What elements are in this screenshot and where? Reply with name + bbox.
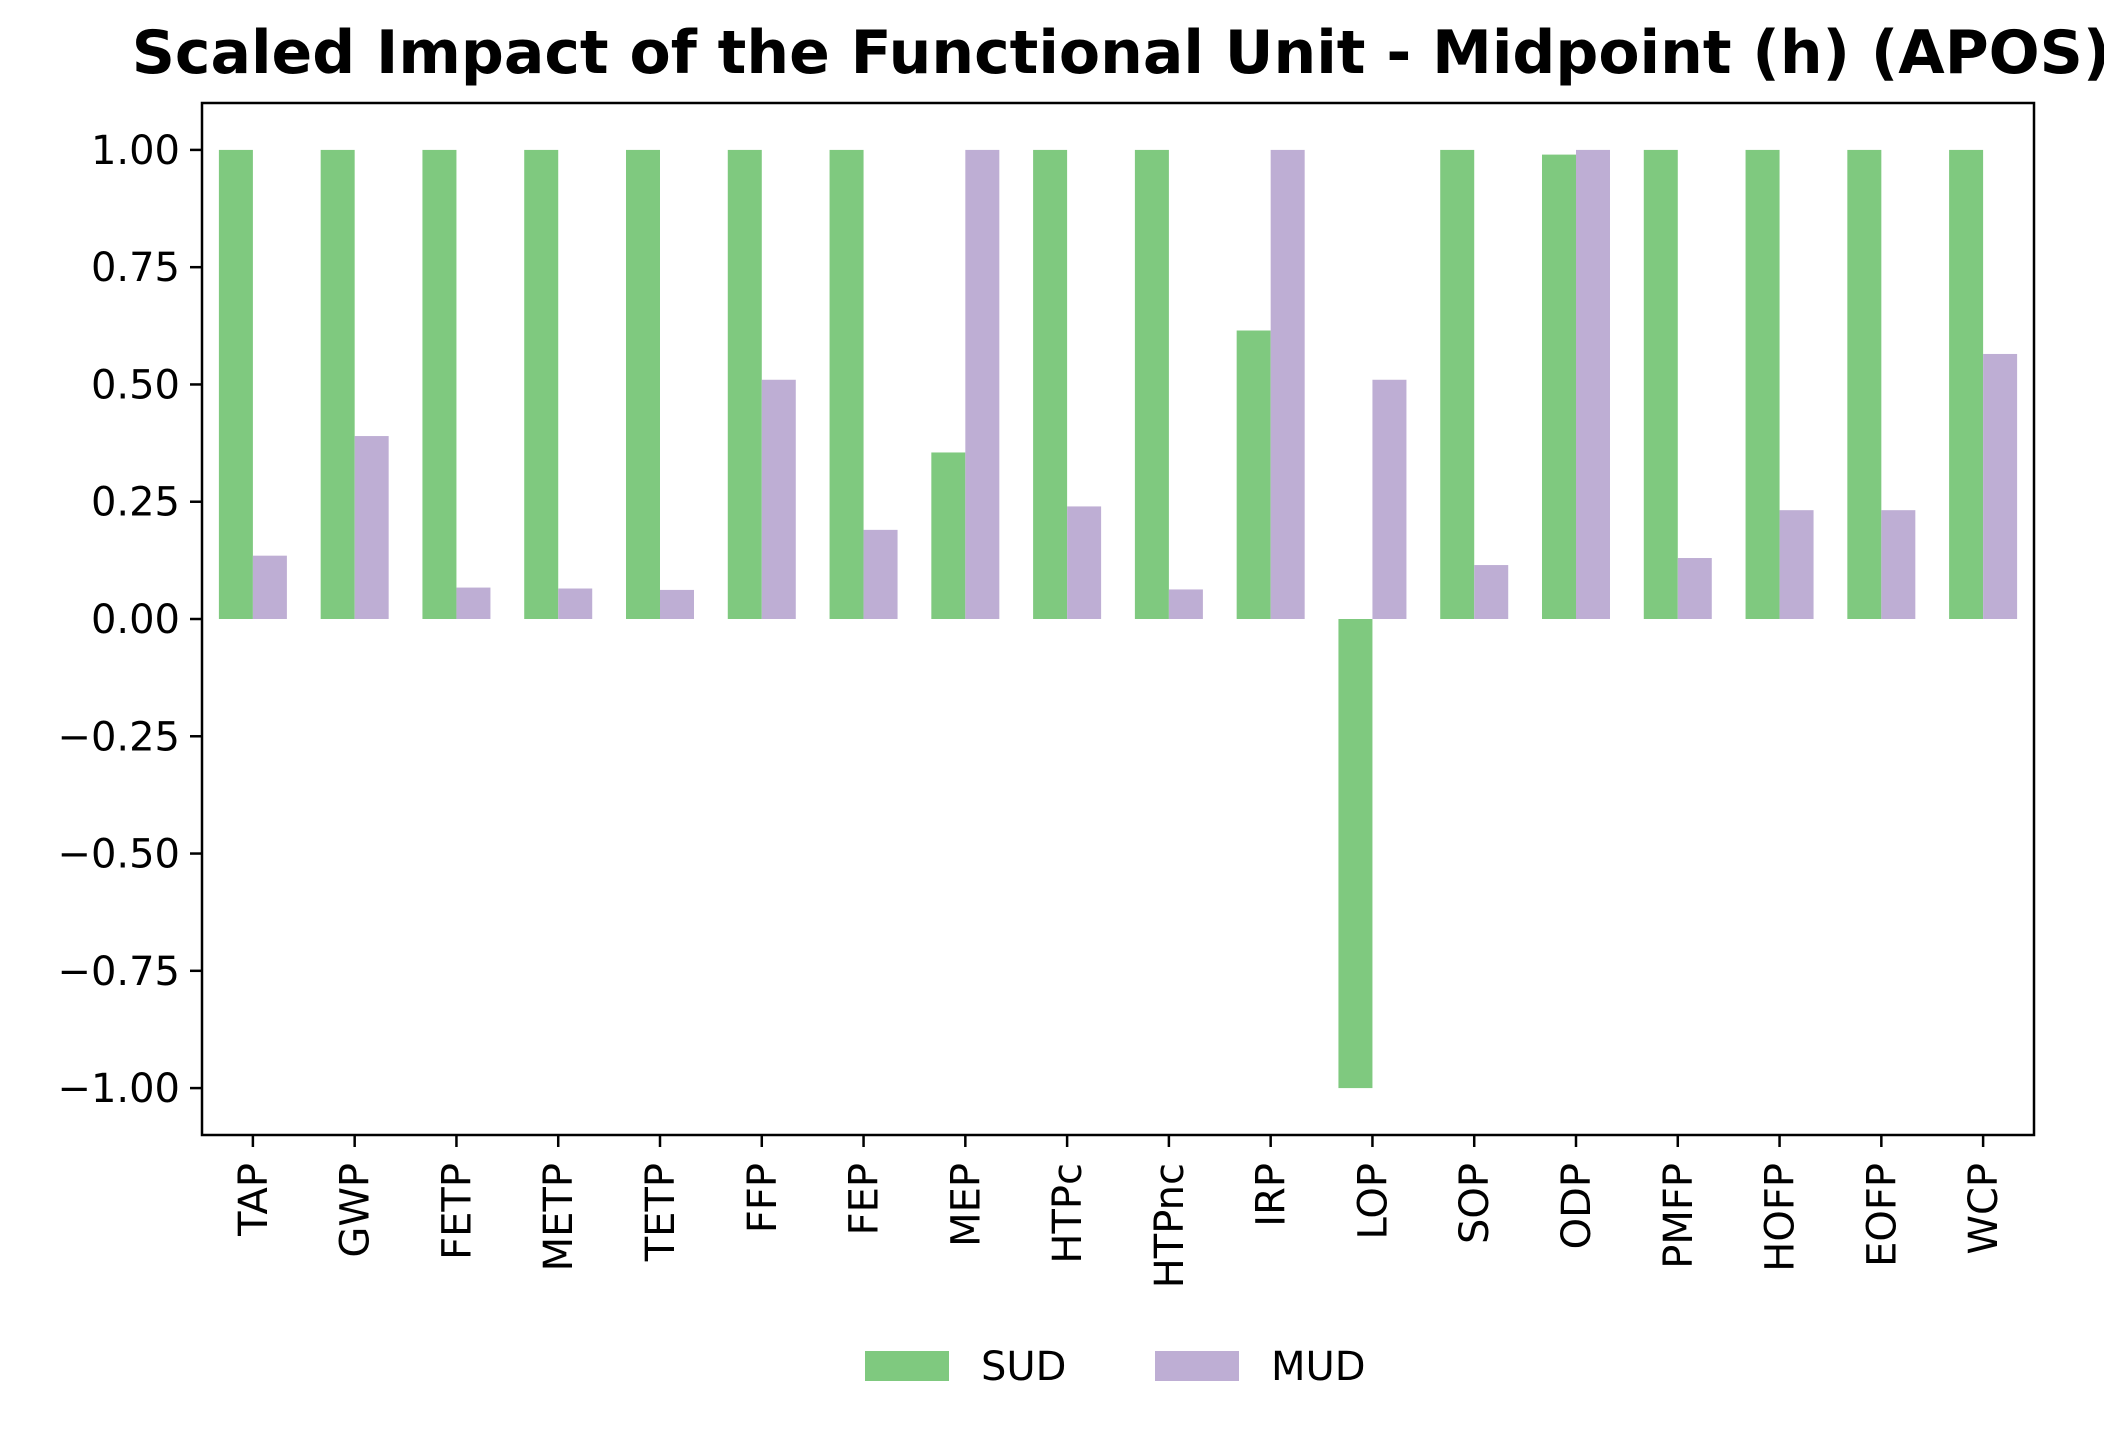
bar-mud-gwp <box>354 436 389 619</box>
x-tick-label: GWP <box>333 1163 379 1258</box>
bar-mud-fetp <box>456 587 491 619</box>
bar-mud-sop <box>1474 565 1509 619</box>
x-tick-label: FFP <box>740 1163 786 1233</box>
x-tick-label: MEP <box>943 1163 989 1247</box>
bar-sud-mep <box>931 452 966 619</box>
x-tick-label: TETP <box>638 1163 684 1262</box>
x-tick-label: FEP <box>842 1163 888 1235</box>
bar-sud-metp <box>524 149 559 619</box>
bar-sud-fep <box>829 149 864 619</box>
bar-mud-metp <box>558 588 593 619</box>
legend-swatch-sud <box>865 1351 949 1381</box>
x-tick-label: TAP <box>231 1163 277 1237</box>
bar-sud-tetp <box>626 149 660 619</box>
bar-sud-pmfp <box>1643 149 1678 619</box>
x-tick-label: SOP <box>1452 1163 1498 1244</box>
bar-mud-eofp <box>1881 510 1916 619</box>
y-tick-label: −1.00 <box>57 1066 180 1112</box>
bar-sud-lop <box>1338 619 1373 1089</box>
bar-sud-fetp <box>422 149 457 619</box>
legend: SUD MUD <box>865 1344 1366 1390</box>
bar-sud-gwp <box>320 149 355 619</box>
bar-sud-irp <box>1236 330 1271 619</box>
bar-sud-odp <box>1542 154 1576 619</box>
y-tick-label: −0.50 <box>57 832 180 878</box>
x-tick-label: LOP <box>1350 1163 1396 1239</box>
bar-sud-htpnc <box>1134 149 1169 619</box>
x-tick-label: HOFP <box>1758 1163 1804 1272</box>
y-tick-label: 0.75 <box>91 245 180 291</box>
bar-mud-hofp <box>1779 510 1814 619</box>
bar-mud-odp <box>1576 149 1610 619</box>
x-tick-label: WCP <box>1961 1163 2007 1255</box>
x-tick-label: ODP <box>1554 1163 1600 1249</box>
bar-mud-htpnc <box>1168 589 1203 619</box>
bar-mud-tetp <box>660 589 694 619</box>
x-tick-label: IRP <box>1249 1163 1295 1227</box>
bar-mud-pmfp <box>1677 558 1712 619</box>
bar-mud-tap <box>252 555 287 619</box>
chart-title: Scaled Impact of the Functional Unit - M… <box>132 18 2104 88</box>
bar-mud-wcp <box>1983 353 2018 619</box>
x-tick-label: METP <box>536 1163 582 1271</box>
y-tick-label: 0.50 <box>91 362 180 408</box>
bar-sud-htpc <box>1033 149 1068 619</box>
x-tick-label: EOFP <box>1859 1163 1905 1267</box>
x-tick-label: PMFP <box>1656 1163 1702 1269</box>
bar-sud-sop <box>1440 149 1475 619</box>
bar-mud-fep <box>863 529 898 619</box>
x-tick-label: FETP <box>434 1163 480 1260</box>
y-tick-label: 1.00 <box>91 128 180 174</box>
bar-mud-mep <box>965 149 1000 619</box>
x-tick-label: HTPc <box>1045 1163 1091 1264</box>
bar-mud-ffp <box>761 379 796 619</box>
y-tick-label: −0.25 <box>57 714 180 760</box>
legend-swatch-mud <box>1155 1351 1239 1381</box>
plot-area: 1.00 0.75 0.50 0.25 0.00 −0.25 −0.50 −0.75 −1.00… <box>57 101 2036 1288</box>
legend-label-mud: MUD <box>1271 1344 1366 1390</box>
bar-sud-hofp <box>1745 149 1780 619</box>
bar-mud-lop <box>1372 379 1407 619</box>
bar-sud-eofp <box>1847 149 1882 619</box>
y-tick-label: −0.75 <box>57 949 180 995</box>
x-tick-label: HTPnc <box>1147 1163 1193 1288</box>
bar-mud-htpc <box>1067 506 1102 619</box>
bar-sud-tap <box>218 149 253 619</box>
bar-sud-ffp <box>727 149 762 619</box>
legend-label-sud: SUD <box>981 1344 1066 1390</box>
y-tick-label: 0.25 <box>91 480 180 526</box>
bar-mud-irp <box>1270 149 1305 619</box>
y-tick-label: 0.00 <box>91 597 180 643</box>
bar-sud-wcp <box>1949 149 1984 619</box>
